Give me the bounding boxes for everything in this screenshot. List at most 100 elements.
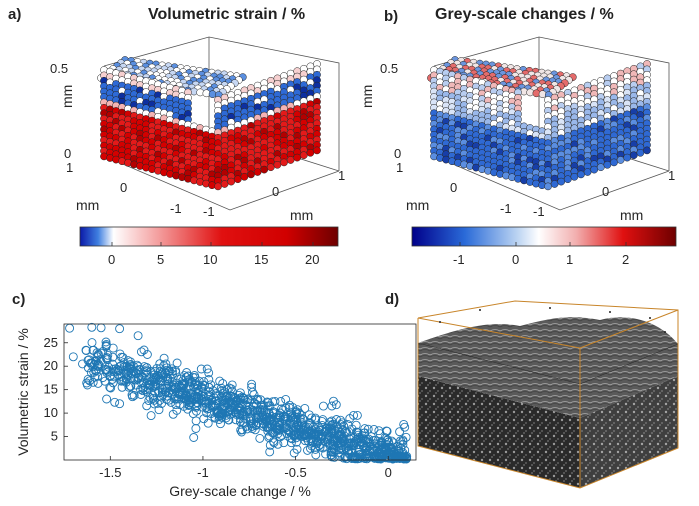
scatter-point — [161, 359, 171, 369]
panel-b-z-tick-0.5: 0.5 — [380, 61, 398, 76]
scatter-point — [227, 386, 237, 396]
scatter-point — [286, 408, 296, 418]
panel-a-cb-tick-5: 5 — [157, 252, 164, 267]
cloud-point — [557, 177, 566, 186]
scatter-point — [140, 368, 150, 378]
scatter-point — [216, 419, 225, 429]
scatter-point — [318, 443, 328, 453]
volume-upper-front — [418, 343, 580, 418]
scatter-point — [386, 443, 396, 453]
scatter-point — [92, 366, 101, 376]
scatter-point — [101, 364, 111, 374]
scatter-x-tick-label: -1.5 — [99, 465, 121, 480]
scatter-point — [96, 323, 106, 333]
scatter-point — [257, 413, 267, 422]
scatter-x-tick-label: -1 — [197, 465, 209, 480]
scatter-point — [174, 389, 184, 399]
scatter-point — [133, 331, 143, 341]
scatter-point — [87, 322, 97, 332]
volume-top-surface — [418, 317, 678, 384]
scatter-point — [163, 376, 173, 386]
scatter-point — [204, 387, 214, 397]
volume-bounding-box — [417, 300, 679, 489]
scatter-point — [83, 355, 93, 365]
scatter-point — [146, 411, 156, 421]
scatter-point — [281, 403, 291, 413]
cloud-point — [220, 180, 229, 188]
scatter-point — [352, 410, 362, 420]
scatter-point — [93, 359, 103, 369]
scatter-point — [108, 378, 118, 388]
cloud-point — [590, 165, 599, 174]
panel-a-cb-tick-15: 15 — [254, 252, 268, 267]
scatter-point — [138, 383, 148, 393]
scatter-point — [152, 363, 162, 373]
scatter-point — [89, 360, 99, 370]
scatter-point — [191, 394, 201, 404]
panel-b-z-unit: mm — [359, 85, 375, 108]
scatter-point — [179, 401, 189, 411]
scatter-point — [289, 425, 299, 435]
scatter-point — [196, 391, 206, 401]
scatter-point — [337, 418, 347, 428]
panel-a-label: a) — [8, 6, 22, 23]
scatter-point — [327, 420, 337, 430]
scatter-point — [118, 352, 128, 362]
scatter-points — [65, 322, 412, 464]
scatter-point — [143, 383, 153, 393]
panel-a-y-tick-minus1: -1 — [170, 201, 182, 216]
scatter-point — [341, 427, 351, 437]
scatter-point — [279, 412, 289, 421]
scatter-point — [181, 389, 191, 399]
panel-a-x-unit: mm — [290, 207, 313, 223]
scatter-point — [270, 423, 280, 433]
scatter-point — [247, 379, 257, 389]
scatter-point — [282, 429, 292, 439]
scatter-point — [212, 396, 221, 406]
scatter-point — [311, 442, 320, 452]
scatter-point — [245, 416, 255, 426]
scatter-point — [296, 430, 306, 440]
scatter-point — [314, 429, 324, 439]
scatter-point — [142, 350, 152, 359]
scatter-point — [193, 380, 203, 390]
scatter-point — [234, 409, 244, 419]
scatter-x-tick-label: 0 — [385, 465, 392, 480]
scatter-point — [139, 345, 149, 355]
scatter-point — [189, 433, 199, 442]
scatter-xlabel: Grey-scale change / % — [169, 483, 311, 499]
scatter-point — [373, 453, 383, 463]
scatter-point — [207, 401, 217, 411]
scatter-point — [198, 387, 208, 397]
scatter-point — [268, 408, 278, 418]
scatter-point — [243, 394, 253, 404]
panel-a-x-tick-0: 0 — [272, 184, 279, 199]
scatter-point — [191, 406, 201, 416]
scatter-point — [192, 401, 202, 411]
scatter-point — [313, 433, 323, 443]
panel-b-y-tick-1: 1 — [396, 160, 403, 175]
scatter-point — [129, 391, 139, 400]
scatter-point — [237, 427, 247, 437]
panel-b-x-unit: mm — [620, 207, 643, 223]
scatter-point — [85, 376, 95, 386]
scatter-point — [155, 359, 165, 369]
scatter-point — [347, 447, 356, 457]
scatter-point — [171, 384, 181, 394]
scatter-point — [239, 393, 249, 403]
panel-c-scatter-chart: -1.5 -1 -0.5 0 5 10 15 20 25 Grey-scale change … — [15, 322, 417, 499]
cloud-point — [643, 146, 651, 155]
panel-c-label: c) — [12, 291, 26, 308]
scatter-point — [275, 408, 285, 418]
scatter-point — [201, 403, 211, 412]
cloud-point — [306, 148, 315, 157]
scatter-point — [305, 443, 315, 453]
scatter-point — [93, 378, 103, 388]
panel-a-cb-tick-20: 20 — [305, 252, 319, 267]
panel-b-cb-tick-0: 0 — [512, 252, 519, 267]
cloud-point — [233, 175, 242, 184]
scatter-point — [215, 409, 225, 419]
cloud-point — [563, 175, 572, 184]
scatter-point — [329, 452, 339, 462]
scatter-point — [123, 365, 133, 375]
